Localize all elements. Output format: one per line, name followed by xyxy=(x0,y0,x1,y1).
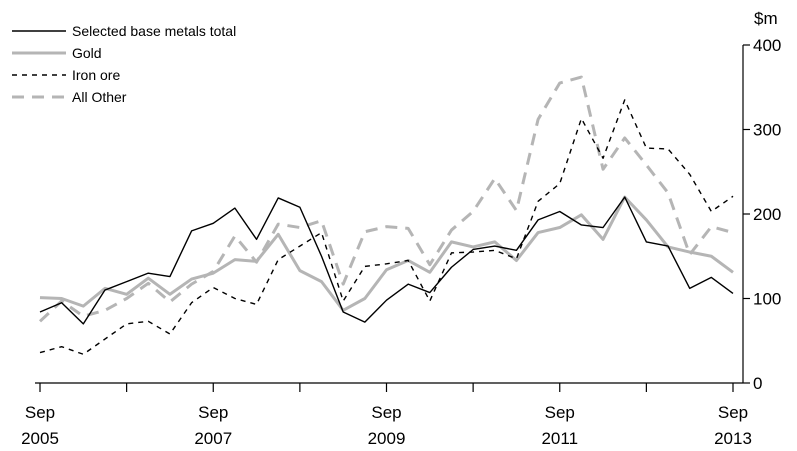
y-tick-label: 200 xyxy=(753,205,781,224)
series-line-all-other xyxy=(38,75,734,323)
x-tick-label-month: Sep xyxy=(198,403,228,422)
legend: Selected base metals total Gold Iron ore Al… xyxy=(12,23,236,105)
legend-label-selected-base-metals-total: Selected base metals total xyxy=(72,23,236,39)
series-line-selected-base-metals-total xyxy=(39,196,734,325)
x-tick-label-year: 2007 xyxy=(194,429,232,448)
y-tick-label: 400 xyxy=(753,36,781,55)
x-tick-label-month: Sep xyxy=(25,403,55,422)
y-tick-label: 100 xyxy=(753,290,781,309)
legend-label-iron-ore: Iron ore xyxy=(72,67,120,83)
y-unit-label: $m xyxy=(754,9,778,28)
series-line-gold xyxy=(39,195,734,312)
x-tick-label-year: 2013 xyxy=(714,429,752,448)
y-tick-label: 0 xyxy=(753,374,762,393)
x-tick-label-month: Sep xyxy=(371,403,401,422)
x-tick-label-month: Sep xyxy=(718,403,748,422)
series-lines xyxy=(38,75,734,355)
x-tick-label-month: Sep xyxy=(545,403,575,422)
axes: 0 100 200 300 400 $m Sep 2005 Sep 2007 Sep 2009 Sep 2… xyxy=(21,9,781,448)
x-tick-label-year: 2011 xyxy=(541,429,578,448)
legend-label-gold: Gold xyxy=(72,45,102,61)
x-tick-label-year: 2009 xyxy=(368,429,406,448)
legend-label-all-other: All Other xyxy=(72,89,127,105)
y-tick-label: 300 xyxy=(753,121,781,140)
series-line-iron-ore xyxy=(39,99,734,355)
x-tick-label-year: 2005 xyxy=(21,429,59,448)
